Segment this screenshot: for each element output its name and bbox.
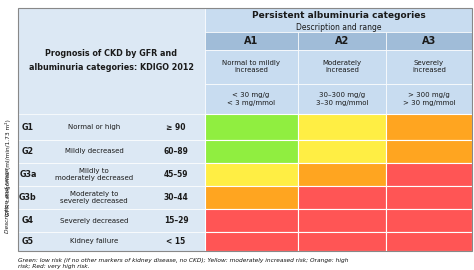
Text: Mildly decreased: Mildly decreased: [64, 148, 123, 154]
Bar: [205, 114, 298, 140]
Text: 15–29: 15–29: [164, 216, 188, 225]
Text: albuminuria categories: KDIGO 2012: albuminuria categories: KDIGO 2012: [29, 63, 194, 73]
Text: < 30 mg/g
< 3 mg/mmol: < 30 mg/g < 3 mg/mmol: [227, 93, 275, 106]
Text: Mildly to
moderately decreased: Mildly to moderately decreased: [55, 168, 133, 181]
Bar: [205, 8, 472, 32]
Text: Normal to mildly
increased: Normal to mildly increased: [222, 60, 280, 73]
Text: G5: G5: [22, 237, 34, 246]
Text: Kidney failure: Kidney failure: [70, 238, 118, 245]
Bar: [386, 140, 472, 163]
Text: Description and range: Description and range: [6, 168, 10, 233]
Bar: [18, 8, 205, 251]
Text: Green: low risk (if no other markers of kidney disease, no CKD); Yellow: moderat: Green: low risk (if no other markers of …: [18, 258, 348, 269]
Bar: [18, 186, 205, 209]
Bar: [298, 186, 386, 209]
Text: G3b: G3b: [19, 193, 37, 202]
Bar: [298, 50, 386, 84]
Text: > 300 mg/g
> 30 mg/mmol: > 300 mg/g > 30 mg/mmol: [403, 93, 456, 106]
Text: Persistent albuminuria categories: Persistent albuminuria categories: [252, 12, 425, 21]
Bar: [18, 209, 205, 232]
Bar: [205, 84, 298, 114]
Text: G4: G4: [22, 216, 34, 225]
Text: Severely decreased: Severely decreased: [60, 218, 128, 224]
Bar: [205, 163, 298, 186]
Text: G1: G1: [22, 123, 34, 131]
Text: Prognosis of CKD by GFR and: Prognosis of CKD by GFR and: [46, 49, 177, 58]
Bar: [205, 50, 298, 84]
Text: Description and range: Description and range: [296, 23, 381, 32]
Bar: [18, 140, 205, 163]
Bar: [205, 209, 298, 232]
Bar: [298, 84, 386, 114]
Bar: [386, 232, 472, 251]
Bar: [298, 232, 386, 251]
Text: Moderately
increased: Moderately increased: [322, 60, 362, 73]
Bar: [298, 140, 386, 163]
Bar: [298, 163, 386, 186]
Text: Moderately to
severely decreased: Moderately to severely decreased: [60, 191, 128, 204]
Text: 45–59: 45–59: [164, 170, 188, 179]
Text: Normal or high: Normal or high: [68, 124, 120, 130]
Text: A3: A3: [422, 36, 436, 46]
Bar: [386, 32, 472, 50]
Text: A1: A1: [244, 36, 258, 46]
Bar: [386, 209, 472, 232]
Bar: [18, 114, 205, 140]
Bar: [386, 84, 472, 114]
Text: ≥ 90: ≥ 90: [166, 123, 186, 131]
Text: < 15: < 15: [166, 237, 186, 246]
Bar: [386, 50, 472, 84]
Text: Severely
increased: Severely increased: [412, 60, 446, 73]
Bar: [18, 163, 205, 186]
Bar: [205, 140, 298, 163]
Bar: [298, 32, 386, 50]
Text: A2: A2: [335, 36, 349, 46]
Bar: [298, 114, 386, 140]
Text: GFR categories (ml/min/1.73 m²): GFR categories (ml/min/1.73 m²): [5, 119, 11, 216]
Bar: [386, 186, 472, 209]
Bar: [205, 186, 298, 209]
Bar: [386, 163, 472, 186]
Text: G3a: G3a: [19, 170, 37, 179]
Text: G2: G2: [22, 147, 34, 156]
Bar: [205, 32, 298, 50]
Text: 30–300 mg/g
3–30 mg/mmol: 30–300 mg/g 3–30 mg/mmol: [316, 93, 368, 106]
Bar: [205, 232, 298, 251]
Bar: [386, 114, 472, 140]
Bar: [18, 232, 205, 251]
Text: 60–89: 60–89: [164, 147, 189, 156]
Bar: [298, 209, 386, 232]
Text: 30–44: 30–44: [164, 193, 188, 202]
